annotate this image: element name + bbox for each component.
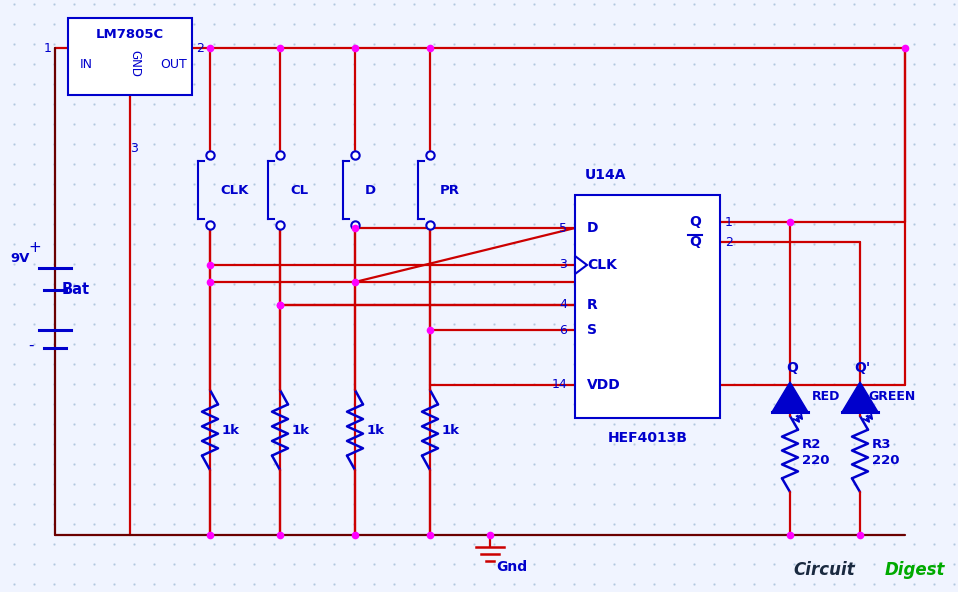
Text: 1k: 1k [222, 423, 240, 436]
Polygon shape [575, 256, 587, 274]
Text: R: R [587, 298, 598, 312]
FancyBboxPatch shape [68, 18, 192, 95]
Polygon shape [772, 382, 808, 412]
Text: 1: 1 [725, 215, 733, 229]
Text: +: + [28, 240, 41, 256]
Text: IN: IN [80, 59, 93, 72]
Text: CLK: CLK [587, 258, 617, 272]
Text: 2: 2 [725, 236, 733, 249]
Text: Q: Q [689, 215, 701, 229]
Text: R3: R3 [872, 439, 892, 452]
Text: PR: PR [440, 184, 460, 197]
Text: RED: RED [812, 391, 840, 404]
FancyBboxPatch shape [575, 195, 720, 418]
Text: Circuit: Circuit [793, 561, 855, 579]
Text: D: D [365, 184, 376, 197]
Text: CLK: CLK [220, 184, 248, 197]
Text: GND: GND [128, 50, 142, 76]
Text: D: D [587, 221, 599, 235]
Polygon shape [842, 382, 878, 412]
Text: 2: 2 [196, 41, 204, 54]
Text: 4: 4 [559, 298, 567, 311]
Text: OUT: OUT [161, 59, 188, 72]
Text: HEF4013B: HEF4013B [607, 431, 688, 445]
Text: 1k: 1k [367, 423, 385, 436]
Text: 14: 14 [551, 378, 567, 391]
Text: CL: CL [290, 184, 308, 197]
Text: 3: 3 [130, 141, 138, 155]
Text: U14A: U14A [585, 168, 627, 182]
Text: 220: 220 [802, 453, 830, 466]
Text: Digest: Digest [884, 561, 945, 579]
Text: VDD: VDD [587, 378, 621, 392]
Text: 1k: 1k [442, 423, 460, 436]
Text: 220: 220 [872, 453, 900, 466]
Text: Bat: Bat [62, 282, 90, 298]
Text: 9V: 9V [10, 252, 30, 265]
Text: -: - [28, 337, 34, 352]
Text: S: S [587, 323, 597, 337]
Text: Q': Q' [854, 361, 870, 375]
Text: GREEN: GREEN [868, 391, 915, 404]
Text: 1: 1 [44, 41, 52, 54]
Text: Gnd: Gnd [496, 560, 527, 574]
Text: 6: 6 [559, 323, 567, 336]
Text: Q: Q [689, 235, 701, 249]
Text: 1k: 1k [292, 423, 310, 436]
Text: LM7805C: LM7805C [96, 28, 164, 41]
Text: Q: Q [787, 361, 798, 375]
Text: 5: 5 [559, 221, 567, 234]
Text: R2: R2 [802, 439, 821, 452]
Text: 3: 3 [559, 259, 567, 272]
